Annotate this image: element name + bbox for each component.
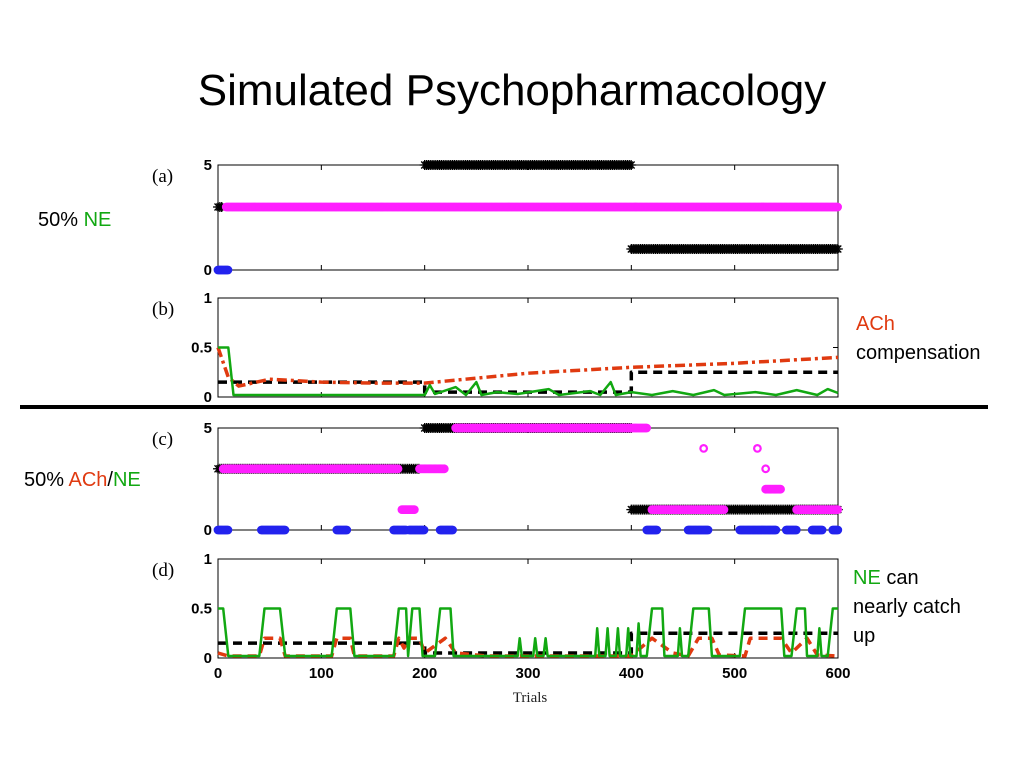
annotation-b-ach: ACh: [856, 313, 895, 335]
panel-label: (b): [152, 299, 174, 320]
annotation-a-pre: 50%: [38, 209, 84, 231]
circle-marker: [642, 423, 652, 433]
y-tick-label: 5: [204, 157, 212, 174]
x-tick-label: 300: [515, 665, 540, 682]
circle-marker: [419, 525, 429, 535]
y-tick-label: 0: [204, 389, 212, 406]
series-line: [218, 607, 838, 658]
y-tick-label: 0.5: [191, 601, 212, 618]
x-tick-label: 100: [309, 665, 334, 682]
circle-marker: [833, 202, 842, 212]
circle-marker: [280, 525, 290, 535]
annotation-a-ne: NE: [83, 209, 112, 231]
series-line: [218, 631, 838, 655]
annotation-c-left: 50% ACh/NE: [24, 466, 141, 495]
panel-0: 0 5 (a): [152, 157, 843, 279]
annotation-c-ne: NE: [112, 469, 141, 491]
x-tick-label: 0: [214, 665, 222, 682]
annotation-d-line3: up: [853, 625, 876, 647]
y-tick-label: 1: [204, 290, 212, 307]
asterisk-marker: [626, 160, 637, 170]
circle-marker: [703, 525, 713, 535]
panel-1: 0 0.5 1 (b): [152, 290, 839, 406]
circle-marker: [270, 464, 280, 474]
asterisk-stroke: [833, 245, 842, 253]
x-tick-label: 600: [825, 665, 850, 682]
circle-marker: [439, 464, 449, 474]
panel-2: 0 5 (c): [152, 420, 843, 539]
panel-label: (d): [152, 560, 174, 581]
circle-marker: [771, 525, 781, 535]
circle-marker: [776, 484, 785, 494]
circle-marker: [652, 525, 662, 535]
annotation-d-ne: NE: [853, 567, 881, 589]
section-divider: [20, 405, 988, 409]
series-line: [216, 346, 839, 388]
annotation-c-ach: ACh: [68, 469, 108, 491]
circle-marker: [817, 525, 827, 535]
circle-marker: [761, 464, 771, 474]
annotation-d-can: can: [880, 567, 919, 589]
annotation-b-right: ACh compensation: [856, 310, 981, 368]
axes-frame: [217, 427, 839, 531]
circle-marker: [448, 525, 457, 535]
slide-title: Simulated Psychopharmacology: [197, 66, 827, 115]
asterisk-marker: [832, 244, 843, 254]
y-tick-label: 1: [204, 551, 212, 568]
circle-marker: [409, 505, 419, 515]
axes-frame: [217, 164, 839, 271]
circle-marker: [719, 505, 729, 515]
y-tick-label: 0.5: [191, 340, 212, 357]
asterisk-stroke: [627, 161, 636, 169]
circle-marker: [393, 464, 403, 474]
circle-marker: [753, 444, 762, 453]
annotation-d-right: NE can nearly catch up: [853, 564, 961, 651]
panel-label: (c): [152, 429, 173, 450]
panel-data: [217, 607, 839, 658]
annotation-c-sep: /: [107, 469, 113, 491]
annotation-b-rest: compensation: [856, 342, 981, 364]
x-axis-label: Trials: [512, 690, 548, 706]
panel-3: 0 100 200 300 400 500 600 0 0.5 1 (d): [152, 551, 851, 682]
y-tick-label: 0: [204, 262, 212, 279]
x-tick-label: 500: [722, 665, 747, 682]
y-tick-label: 5: [204, 420, 212, 437]
circle-marker: [699, 444, 709, 453]
circle-marker: [223, 525, 233, 535]
circle-marker: [223, 265, 233, 275]
x-tick-label: 200: [412, 665, 437, 682]
y-tick-label: 0: [204, 522, 212, 539]
series-line: [218, 346, 839, 397]
panel-data: [213, 160, 843, 275]
panel-data: [213, 423, 843, 535]
annotation-c-pre: 50%: [24, 469, 69, 491]
circle-marker: [791, 525, 801, 535]
annotation-a-left: 50% NE: [38, 206, 111, 235]
circle-marker: [342, 525, 352, 535]
y-tick-label: 0: [204, 650, 212, 667]
circle-marker: [833, 505, 842, 515]
x-tick-label: 400: [619, 665, 644, 682]
circle-marker: [833, 525, 843, 535]
panel-data: [216, 346, 839, 397]
series-line: [218, 370, 838, 394]
annotation-d-line2: nearly catch: [853, 596, 961, 618]
panel-label: (a): [152, 166, 173, 187]
